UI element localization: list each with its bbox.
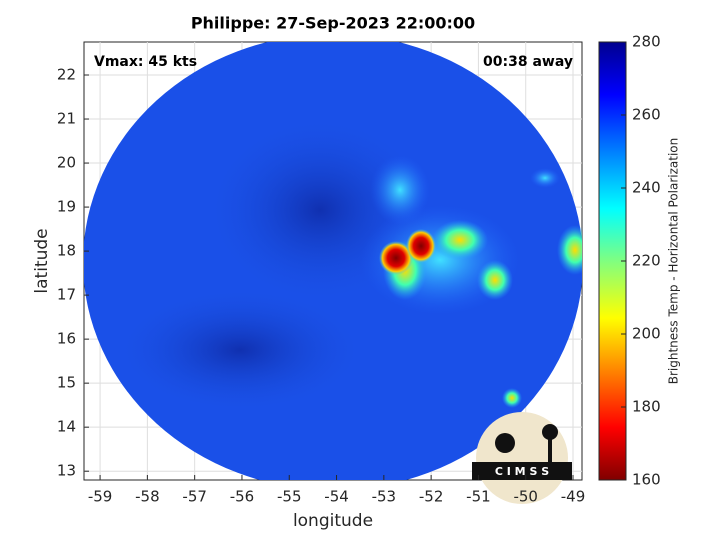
y-tick-label: 22 xyxy=(57,66,76,84)
x-tick-label: -57 xyxy=(182,488,207,506)
x-tick-label: -52 xyxy=(419,488,444,506)
y-tick-label: 20 xyxy=(57,154,76,172)
annotation: Vmax: 45 kts xyxy=(94,54,197,70)
x-axis-label: longitude xyxy=(293,511,373,531)
x-tick-label: -58 xyxy=(135,488,160,506)
x-tick-label: -56 xyxy=(230,488,255,506)
x-tick-label: -54 xyxy=(324,488,349,506)
colorbar-tick-label: 240 xyxy=(632,179,661,197)
satellite-image xyxy=(84,42,582,480)
colorbar-tick-label: 160 xyxy=(632,471,661,489)
y-tick-label: 16 xyxy=(57,330,76,348)
x-tick-label: -50 xyxy=(513,488,538,506)
colorbar-tick-label: 220 xyxy=(632,252,661,270)
logo-text: C I M S S xyxy=(495,465,549,478)
y-tick-label: 15 xyxy=(57,374,76,392)
x-tick-label: -55 xyxy=(277,488,302,506)
logo: C I M S S xyxy=(472,412,572,504)
y-tick-label: 17 xyxy=(57,286,76,304)
colorbar-tick-label: 280 xyxy=(632,33,661,51)
y-tick-label: 21 xyxy=(57,110,76,128)
colorbar-tick-label: 180 xyxy=(632,398,661,416)
x-tick-label: -51 xyxy=(466,488,491,506)
y-tick-label: 14 xyxy=(57,418,76,436)
x-tick-label: -53 xyxy=(372,488,397,506)
x-tick-label: -59 xyxy=(88,488,113,506)
annotation: 00:38 away xyxy=(483,54,573,70)
chart-title: Philippe: 27-Sep-2023 22:00:00 xyxy=(191,14,475,33)
y-axis-label: latitude xyxy=(32,228,52,293)
y-tick-label: 13 xyxy=(57,462,76,480)
y-tick-label: 19 xyxy=(57,198,76,216)
colorbar-tick-label: 260 xyxy=(632,106,661,124)
x-tick-label: -49 xyxy=(561,488,586,506)
colorbar-tick-label: 200 xyxy=(632,325,661,343)
y-tick-label: 18 xyxy=(57,242,76,260)
colorbar-label: Brightness Temp - Horizontal Polarizatio… xyxy=(667,138,681,385)
